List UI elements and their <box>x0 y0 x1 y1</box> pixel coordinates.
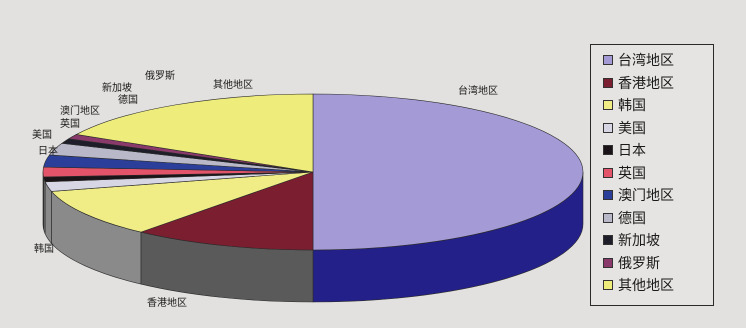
legend-label: 俄罗斯 <box>618 255 660 272</box>
chart-legend: 台湾地区 香港地区 韩国 美国 日本 英国 澳门地区 德国 <box>590 44 714 306</box>
legend-item-japan: 日本 <box>603 139 713 162</box>
legend-label: 美国 <box>618 120 646 137</box>
legend-item-uk: 英国 <box>603 162 713 185</box>
pie-slice-korea <box>50 171 314 233</box>
legend-label: 新加坡 <box>618 233 660 250</box>
legend-swatch <box>603 167 613 178</box>
legend-item-usa: 美国 <box>603 117 713 140</box>
legend-item-hongkong: 香港地区 <box>603 72 713 95</box>
legend-swatch <box>603 77 613 88</box>
legend-item-other: 其他地区 <box>603 274 713 297</box>
slice-label-japan: 日本 <box>38 146 58 157</box>
pie-slice-taiwan <box>312 93 584 251</box>
pie-slice-other <box>75 93 314 173</box>
legend-swatch <box>603 145 613 156</box>
legend-item-singapore: 新加坡 <box>603 229 713 252</box>
legend-label: 英国 <box>618 165 646 182</box>
slice-label-uk: 英国 <box>60 119 80 130</box>
legend-swatch <box>603 257 613 268</box>
legend-label: 澳门地区 <box>618 188 674 205</box>
pie-side-usa <box>44 181 52 245</box>
pie-side-uk <box>42 171 44 229</box>
legend-swatch <box>603 122 613 133</box>
slice-label-hongkong: 香港地区 <box>147 298 187 309</box>
legend-label: 其他地区 <box>618 278 674 295</box>
legend-item-taiwan: 台湾地区 <box>603 49 713 72</box>
slice-label-usa: 美国 <box>32 130 52 141</box>
legend-swatch <box>603 55 613 66</box>
legend-swatch <box>603 280 613 291</box>
pie-slice-hongkong <box>139 171 314 251</box>
slice-label-taiwan: 台湾地区 <box>458 86 498 97</box>
legend-item-macau: 澳门地区 <box>603 184 713 207</box>
legend-swatch <box>603 235 613 246</box>
slice-label-macau: 澳门地区 <box>60 106 100 117</box>
legend-label: 台湾地区 <box>618 53 674 70</box>
slice-label-germany: 德国 <box>118 95 138 106</box>
legend-label: 德国 <box>618 210 646 227</box>
legend-swatch <box>603 100 613 111</box>
slice-label-russia: 俄罗斯 <box>145 71 175 82</box>
legend-item-korea: 韩国 <box>603 94 713 117</box>
legend-label: 韩国 <box>618 98 646 115</box>
legend-item-russia: 俄罗斯 <box>603 252 713 275</box>
slice-label-korea: 韩国 <box>34 244 54 255</box>
legend-swatch <box>603 190 613 201</box>
legend-item-germany: 德国 <box>603 207 713 230</box>
slice-label-other: 其他地区 <box>213 80 253 91</box>
legend-swatch <box>603 212 613 223</box>
legend-label: 香港地区 <box>618 75 674 92</box>
slice-label-singapore: 新加坡 <box>102 83 132 94</box>
legend-label: 日本 <box>618 143 646 160</box>
